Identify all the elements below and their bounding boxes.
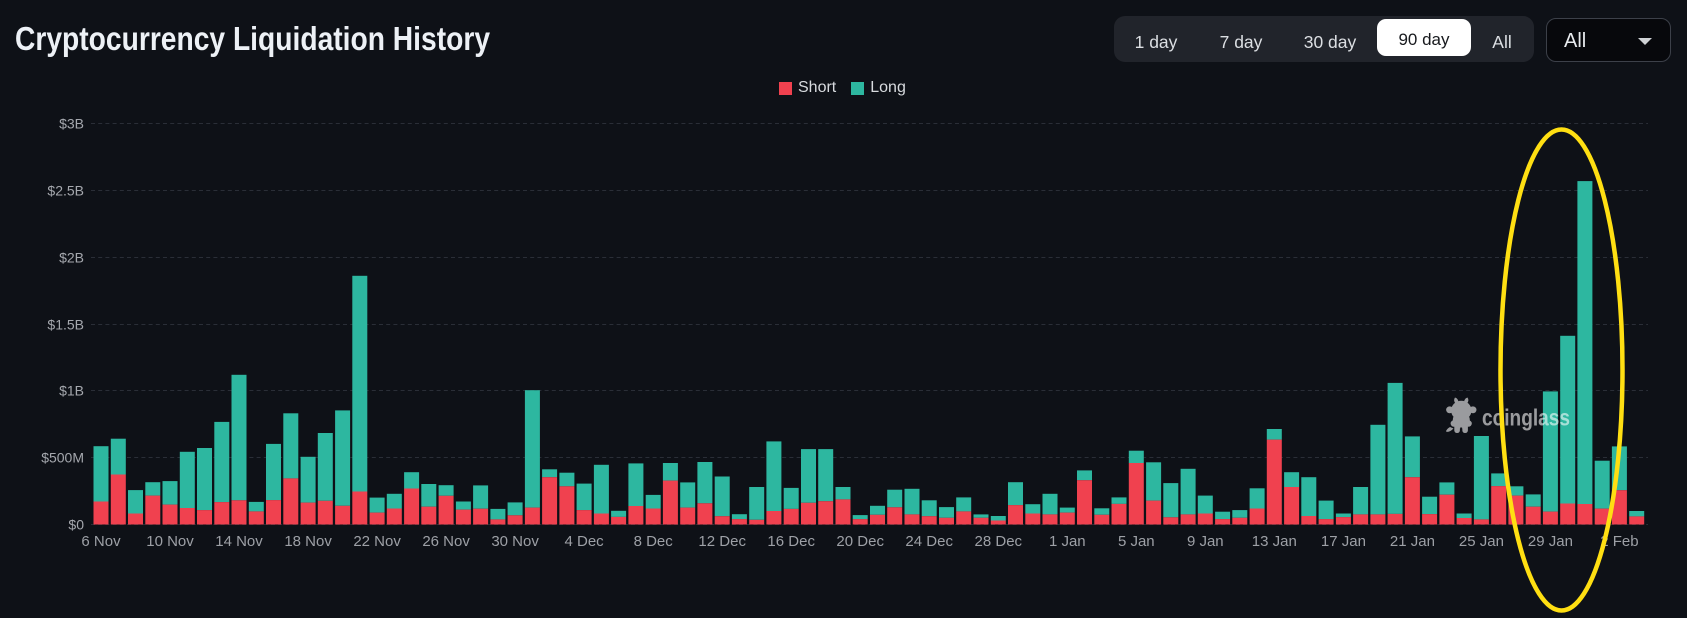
svg-text:21 Jan: 21 Jan (1390, 533, 1435, 550)
svg-text:30 Nov: 30 Nov (491, 533, 539, 550)
svg-text:25 Jan: 25 Jan (1459, 533, 1504, 550)
svg-text:$1B: $1B (59, 383, 84, 399)
svg-text:28 Dec: 28 Dec (975, 533, 1023, 550)
svg-text:$500M: $500M (41, 450, 84, 466)
svg-text:1 Jan: 1 Jan (1049, 533, 1086, 550)
svg-text:$0: $0 (68, 517, 84, 533)
svg-text:14 Nov: 14 Nov (215, 533, 263, 550)
svg-text:$2B: $2B (59, 250, 84, 266)
svg-text:26 Nov: 26 Nov (422, 533, 470, 550)
svg-text:20 Dec: 20 Dec (836, 533, 884, 550)
svg-text:coinglass: coinglass (1482, 405, 1570, 431)
svg-text:13 Jan: 13 Jan (1252, 533, 1297, 550)
svg-text:16 Dec: 16 Dec (767, 533, 815, 550)
svg-text:9 Jan: 9 Jan (1187, 533, 1224, 550)
svg-text:$1.5B: $1.5B (47, 317, 84, 333)
svg-text:22 Nov: 22 Nov (353, 533, 401, 550)
svg-text:10 Nov: 10 Nov (146, 533, 194, 550)
svg-text:18 Nov: 18 Nov (284, 533, 332, 550)
svg-text:12 Dec: 12 Dec (698, 533, 746, 550)
svg-text:$3B: $3B (59, 116, 84, 132)
svg-text:6 Nov: 6 Nov (81, 533, 121, 550)
svg-text:17 Jan: 17 Jan (1321, 533, 1366, 550)
svg-text:5 Jan: 5 Jan (1118, 533, 1155, 550)
svg-text:8 Dec: 8 Dec (634, 533, 674, 550)
svg-text:29 Jan: 29 Jan (1528, 533, 1573, 550)
svg-text:24 Dec: 24 Dec (905, 533, 953, 550)
svg-text:4 Dec: 4 Dec (565, 533, 605, 550)
svg-text:$2.5B: $2.5B (47, 183, 84, 199)
svg-text:2 Feb: 2 Feb (1600, 533, 1638, 550)
